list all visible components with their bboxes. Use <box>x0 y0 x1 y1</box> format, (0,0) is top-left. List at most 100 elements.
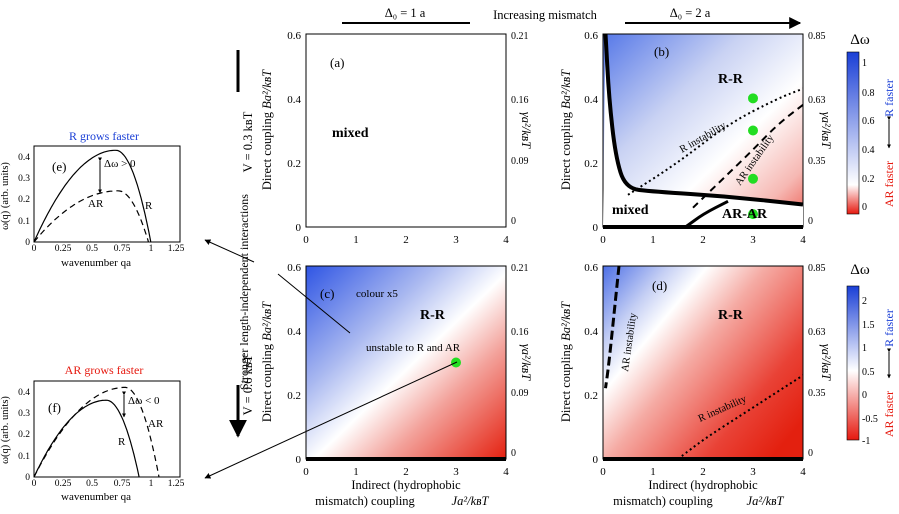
panel-d-ar-instability-line <box>604 265 621 389</box>
xtick: 4 <box>503 466 509 478</box>
region-label-rr-c: R-R <box>420 308 446 323</box>
right-tick: 0.63 <box>808 327 826 338</box>
connector-to-e <box>204 239 255 263</box>
xtick: 0 <box>303 466 309 478</box>
ytick: 0 <box>25 238 30 248</box>
panel-e-yticks: 0 0.1 0.2 0.3 0.4 <box>18 153 30 248</box>
panel-c-xlabel-line2: mismatch) coupling <box>315 494 415 508</box>
xtick: 0 <box>32 244 37 254</box>
ytick: 0 <box>296 222 302 234</box>
right-tick: 0.35 <box>808 388 826 399</box>
ylabel-math: Ba²/kʙT <box>260 301 274 341</box>
xtick: 0 <box>600 466 606 478</box>
region-label-rr-b: R-R <box>718 72 744 87</box>
panel-c-label: (c) <box>320 286 334 301</box>
xtick: 3 <box>453 234 459 246</box>
panel-e-series-R <box>33 149 152 243</box>
xtick: 3 <box>750 234 756 246</box>
xtick: 0.75 <box>114 479 131 489</box>
region-label-arar-b: AR-AR <box>722 207 768 222</box>
xtick: 1 <box>353 234 359 246</box>
xtick: 3 <box>453 466 459 478</box>
panel-e-frame <box>33 145 181 243</box>
panel-f-delta-label: Δω < 0 <box>128 395 160 407</box>
ytick: 0 <box>25 473 30 483</box>
cb-bottom-ar-faster: AR faster <box>882 391 896 437</box>
xtick: 1 <box>650 466 656 478</box>
cb-tick: 0.4 <box>862 145 875 156</box>
xtick: 1 <box>149 244 154 254</box>
right-tick: 0.16 <box>511 327 529 338</box>
ylabel-text: Direct coupling <box>559 343 573 422</box>
cb-tick: 0 <box>862 202 867 213</box>
panel-f-ylabel: ω(q) (arb. units) <box>0 396 11 464</box>
cb-bottom-r-faster: R faster <box>882 309 896 347</box>
ytick: 0.2 <box>584 390 598 402</box>
xtick: 2 <box>403 234 409 246</box>
panel-c-right-ticks: 0.21 0.16 0.09 0 <box>511 263 529 459</box>
connector-to-colour-note <box>277 273 351 334</box>
panel-a-xticks: 0 1 2 3 4 <box>303 234 509 246</box>
panel-d-xlabel-line1: Indirect (hydrophobic <box>648 478 758 492</box>
xtick: 0.25 <box>55 244 72 254</box>
panel-b-right-ticks: 0.85 0.63 0.35 0 <box>808 31 826 227</box>
ytick: 0 <box>593 222 599 234</box>
xtick: 2 <box>700 466 706 478</box>
panel-e-ylabel: ω(q) (arb. units) <box>0 162 11 230</box>
row-label-top: V = 0.3 kʙT <box>241 111 255 172</box>
header-center-label: Increasing mismatch <box>493 8 598 22</box>
cb-tick: 1 <box>862 343 867 354</box>
right-tick: 0.63 <box>808 95 826 106</box>
ytick: 0.6 <box>584 30 598 42</box>
panel-a-ylabel: Direct coupling Ba²/kʙT <box>260 69 274 190</box>
panel-e-label: (e) <box>52 159 66 174</box>
panel-a-axes: 0 1 2 3 4 0 0.2 0.4 0.6 0.21 0.16 0.09 0… <box>260 30 533 246</box>
connectors <box>204 239 458 479</box>
xtick: 0.5 <box>86 479 98 489</box>
ytick: 0.4 <box>18 153 30 163</box>
xtick: 0.5 <box>86 244 98 254</box>
panel-f-series-AR <box>33 386 160 478</box>
panel-b-mixed-region <box>603 34 803 227</box>
right-tick: 0.35 <box>808 156 826 167</box>
ytick: 0.4 <box>287 326 301 338</box>
colorbar-bottom-bar <box>846 285 860 441</box>
panel-c-xlabel-math: Ja²/kʙT <box>452 494 490 508</box>
panel-a-frame <box>305 33 507 228</box>
xtick: 0 <box>303 234 309 246</box>
panel-c-yticks: 0 0.2 0.4 0.6 <box>287 262 301 466</box>
ylabel-math: Ba²/kʙT <box>260 69 274 109</box>
ytick: 0.2 <box>18 195 30 205</box>
right-tick: 0.21 <box>511 31 529 42</box>
panel-e-series-AR-label: AR <box>88 198 104 210</box>
side-labels: V = 0.3 kʙT Stronger length-independent … <box>229 50 255 438</box>
right-tick: 0.85 <box>808 263 826 274</box>
right-tick: 0.09 <box>511 388 529 399</box>
colorbar-top: Δω 1 0.8 0.6 0.4 0.2 0 R faster AR faste… <box>846 32 896 215</box>
right-tick: 0.85 <box>808 31 826 42</box>
panel-f-xticks: 0 0.25 0.5 0.75 1 1.25 <box>32 479 185 489</box>
ytick: 0.2 <box>18 430 30 440</box>
panel-c-xlabel-line1: Indirect (hydrophobic <box>351 478 461 492</box>
panel-a-right-ticks: 0.21 0.16 0.09 0 <box>511 31 529 227</box>
panel-b-ylabel: Direct coupling Ba²/kʙT <box>559 69 573 190</box>
cb-tick: 0.6 <box>862 116 875 127</box>
ytick: 0.2 <box>287 390 301 402</box>
cb-tick: 0.8 <box>862 88 875 99</box>
xtick: 4 <box>800 234 806 246</box>
right-tick: 0 <box>511 448 516 459</box>
right-tick: 0 <box>511 216 516 227</box>
panel-c-xticks: 0 1 2 3 4 <box>303 466 509 478</box>
xtick: 4 <box>503 234 509 246</box>
cb-tick: -0.5 <box>862 414 878 425</box>
svg-text:Direct coupling Ba²/kʙT: Direct coupling Ba²/kʙT <box>260 301 274 422</box>
ytick: 0.6 <box>287 30 301 42</box>
xtick: 1.25 <box>168 479 185 489</box>
row-label-bottom: V = 0.6 kʙT <box>241 354 255 415</box>
region-label-mixed-b: mixed <box>612 203 649 218</box>
cb-tick: 0.2 <box>862 174 875 185</box>
panel-e-xticks: 0 0.25 0.5 0.75 1 1.25 <box>32 244 185 254</box>
ytick: 0.2 <box>584 158 598 170</box>
ytick: 0 <box>296 454 302 466</box>
